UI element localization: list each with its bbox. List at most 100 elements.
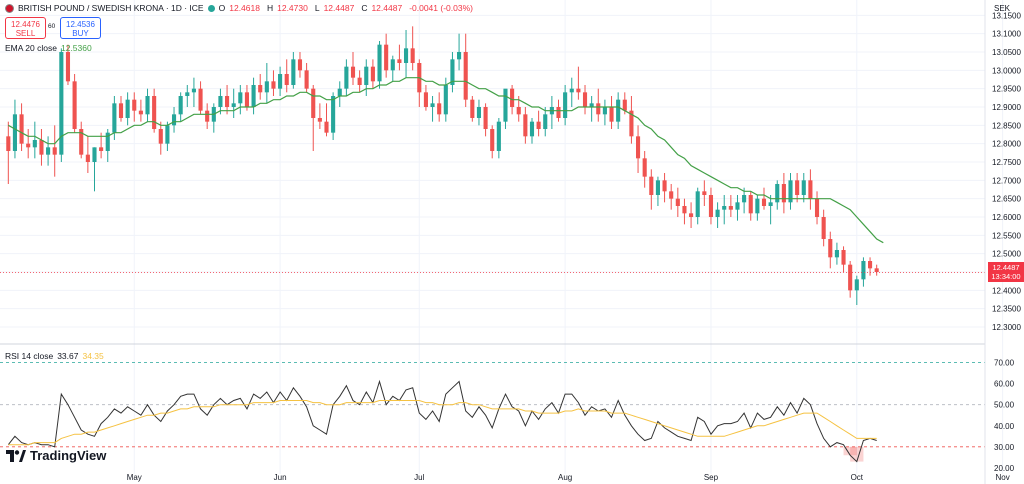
candle[interactable] bbox=[384, 33, 389, 78]
candle[interactable] bbox=[755, 195, 760, 221]
tradingview-logo[interactable]: TradingView bbox=[6, 448, 106, 463]
candle[interactable] bbox=[496, 118, 501, 159]
candle[interactable] bbox=[861, 257, 866, 287]
candle[interactable] bbox=[457, 33, 462, 71]
candle[interactable] bbox=[205, 103, 210, 129]
candle[interactable] bbox=[808, 169, 813, 210]
candle[interactable] bbox=[450, 52, 455, 93]
candle[interactable] bbox=[470, 96, 475, 122]
candle[interactable] bbox=[635, 125, 641, 173]
candle[interactable] bbox=[304, 63, 309, 93]
candle[interactable] bbox=[874, 264, 879, 276]
candle[interactable] bbox=[821, 209, 826, 247]
candle[interactable] bbox=[589, 96, 594, 122]
candle[interactable] bbox=[350, 52, 356, 85]
candle[interactable] bbox=[251, 77, 256, 115]
candle[interactable] bbox=[748, 191, 753, 221]
candle[interactable] bbox=[669, 184, 674, 210]
candle[interactable] bbox=[761, 187, 767, 210]
candle[interactable] bbox=[695, 187, 700, 225]
candle[interactable] bbox=[569, 77, 574, 107]
candle[interactable] bbox=[218, 88, 223, 115]
candle[interactable] bbox=[145, 88, 150, 122]
candle[interactable] bbox=[834, 242, 839, 265]
candle[interactable] bbox=[132, 92, 137, 122]
candle[interactable] bbox=[118, 96, 124, 122]
candle[interactable] bbox=[6, 121, 11, 184]
candle[interactable] bbox=[708, 187, 714, 225]
candle[interactable] bbox=[46, 136, 51, 166]
candle[interactable] bbox=[715, 202, 720, 228]
candle[interactable] bbox=[828, 231, 833, 269]
candle[interactable] bbox=[490, 125, 495, 159]
candle[interactable] bbox=[191, 77, 196, 107]
candle[interactable] bbox=[410, 26, 415, 71]
candle[interactable] bbox=[742, 187, 747, 214]
candle[interactable] bbox=[105, 129, 110, 162]
candle[interactable] bbox=[675, 187, 680, 217]
candle[interactable] bbox=[364, 59, 369, 96]
candle[interactable] bbox=[788, 173, 793, 210]
candle[interactable] bbox=[32, 121, 37, 159]
candle[interactable] bbox=[483, 103, 488, 137]
candle[interactable] bbox=[324, 103, 329, 137]
candle[interactable] bbox=[52, 125, 57, 177]
candle[interactable] bbox=[92, 147, 97, 192]
candle[interactable] bbox=[284, 59, 289, 93]
candle[interactable] bbox=[317, 103, 322, 129]
candle[interactable] bbox=[649, 169, 654, 210]
sell-button[interactable]: 12.4476 SELL bbox=[5, 17, 46, 39]
candle[interactable] bbox=[357, 70, 362, 93]
candle[interactable] bbox=[702, 180, 707, 206]
candle[interactable] bbox=[185, 85, 190, 107]
candle[interactable] bbox=[596, 88, 601, 122]
candle[interactable] bbox=[417, 59, 422, 107]
candle[interactable] bbox=[72, 74, 77, 133]
candle[interactable] bbox=[609, 96, 614, 129]
candle[interactable] bbox=[868, 257, 873, 276]
candle[interactable] bbox=[662, 173, 667, 203]
candle[interactable] bbox=[198, 81, 203, 115]
candle[interactable] bbox=[689, 202, 694, 228]
candle[interactable] bbox=[437, 92, 442, 122]
candle[interactable] bbox=[278, 66, 283, 96]
candle[interactable] bbox=[848, 261, 853, 298]
candle[interactable] bbox=[582, 85, 588, 115]
candle[interactable] bbox=[225, 85, 230, 115]
candle[interactable] bbox=[297, 52, 303, 78]
candle[interactable] bbox=[602, 99, 607, 126]
candle[interactable] bbox=[795, 173, 800, 203]
symbol-title[interactable]: BRITISH POUND / SWEDISH KRONA · 1D · ICE bbox=[18, 3, 204, 13]
candle[interactable] bbox=[171, 107, 177, 133]
candle[interactable] bbox=[125, 92, 130, 126]
candle[interactable] bbox=[403, 30, 409, 78]
candle[interactable] bbox=[728, 195, 733, 217]
candle[interactable] bbox=[476, 99, 482, 126]
candle[interactable] bbox=[99, 132, 104, 159]
candle[interactable] bbox=[138, 99, 143, 122]
candle[interactable] bbox=[158, 121, 163, 155]
candle[interactable] bbox=[722, 195, 727, 225]
candle[interactable] bbox=[26, 129, 31, 159]
rsi-legend[interactable]: RSI 14 close 33.67 34.35 bbox=[5, 351, 104, 361]
candle[interactable] bbox=[271, 70, 276, 96]
candle[interactable] bbox=[258, 74, 263, 100]
candle[interactable] bbox=[642, 151, 647, 188]
candle[interactable] bbox=[616, 92, 621, 129]
candle[interactable] bbox=[768, 195, 773, 225]
candle[interactable] bbox=[244, 85, 250, 111]
candle[interactable] bbox=[39, 129, 44, 166]
currency-label[interactable]: SEK bbox=[994, 4, 1011, 13]
candle[interactable] bbox=[423, 85, 428, 111]
candle[interactable] bbox=[543, 107, 548, 137]
candle[interactable] bbox=[775, 180, 780, 210]
candle[interactable] bbox=[503, 88, 508, 129]
candle[interactable] bbox=[841, 246, 846, 272]
symbol-legend[interactable]: BRITISH POUND / SWEDISH KRONA · 1D · ICE… bbox=[5, 3, 476, 13]
candle[interactable] bbox=[854, 275, 859, 305]
candle[interactable] bbox=[59, 48, 64, 162]
candle[interactable] bbox=[523, 107, 528, 144]
candle[interactable] bbox=[85, 136, 90, 173]
candle[interactable] bbox=[370, 59, 375, 89]
